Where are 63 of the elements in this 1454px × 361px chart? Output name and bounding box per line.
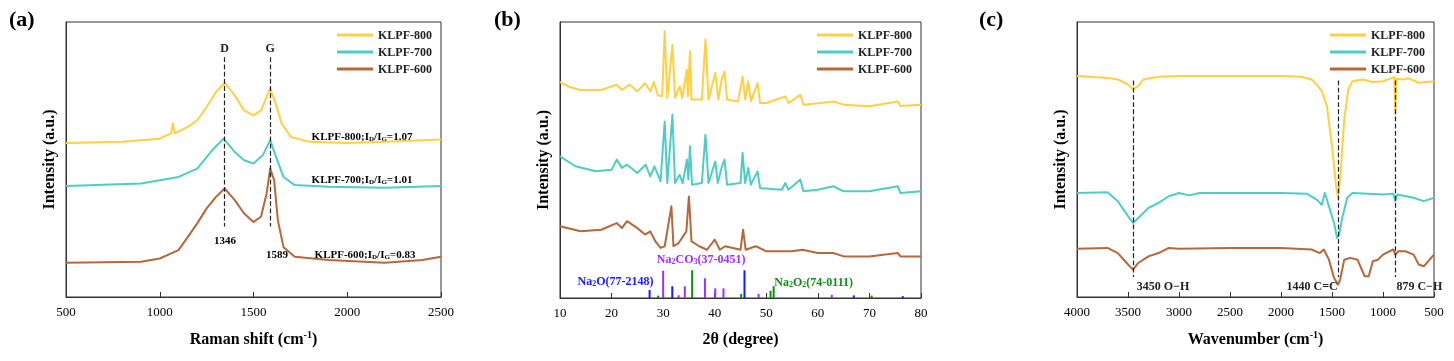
legend-label: KLPF-700 xyxy=(858,45,913,59)
legend-label: KLPF-600 xyxy=(858,62,913,76)
chart-title: (b) xyxy=(494,5,521,31)
x-tick-label: 3000 xyxy=(1166,304,1192,319)
y-axis-title: Intensity (a.u.) xyxy=(1050,109,1069,210)
annotation: 1346 xyxy=(214,234,237,246)
x-tick-label: 500 xyxy=(56,304,76,319)
x-axis-title: 2θ (degree) xyxy=(702,329,779,348)
bar xyxy=(691,270,694,298)
x-tick-label: 30 xyxy=(656,305,670,320)
bar xyxy=(671,286,674,298)
legend-label: KLPF-800 xyxy=(858,28,913,42)
x-tick-label: 10 xyxy=(553,305,567,320)
series-label: Na2O(77-2148) xyxy=(577,273,654,288)
legend-label: KLPF-700 xyxy=(378,45,433,59)
bar xyxy=(714,288,717,298)
ref-line-label: 3450 O−H xyxy=(1136,279,1191,294)
legend-label: KLPF-800 xyxy=(378,28,433,42)
bar xyxy=(703,278,706,298)
x-tick-label: 500 xyxy=(1424,304,1444,319)
ref-line-label: D xyxy=(220,41,230,56)
x-tick-label: 1500 xyxy=(1319,304,1345,319)
series-label: Na2CO3(37-0451) xyxy=(656,252,746,267)
bar xyxy=(830,294,833,298)
bar xyxy=(662,270,665,298)
bar xyxy=(772,286,775,298)
bar xyxy=(683,286,686,298)
x-tick-label: 1000 xyxy=(146,304,173,319)
bar xyxy=(757,294,760,298)
y-axis-title: Intensity (a.u.) xyxy=(39,109,58,210)
ref-line-label: 879 C−H xyxy=(1396,279,1443,294)
ref-line-label: 1440 C=C xyxy=(1286,279,1338,294)
legend-label: KLPF-700 xyxy=(1371,45,1426,59)
bar xyxy=(852,295,855,298)
ref-line-label: G xyxy=(265,41,275,56)
x-tick-label: 2500 xyxy=(1217,304,1243,319)
x-tick-label: 2000 xyxy=(1268,304,1294,319)
x-tick-label: 4000 xyxy=(1064,304,1090,319)
x-tick-label: 20 xyxy=(605,305,619,320)
x-tick-label: 60 xyxy=(811,305,825,320)
legend-label: KLPF-800 xyxy=(1371,28,1426,42)
x-tick-label: 70 xyxy=(862,305,876,320)
y-axis-title: Intensity (a.u.) xyxy=(533,109,552,211)
annotation: 1589 xyxy=(266,248,289,260)
bar xyxy=(740,294,743,298)
legend-label: KLPF-600 xyxy=(378,62,433,76)
x-tick-label: 2000 xyxy=(334,304,361,319)
x-tick-label: 40 xyxy=(708,305,722,320)
chart-title: (a) xyxy=(9,5,35,31)
legend-label: KLPF-600 xyxy=(1371,62,1426,76)
x-tick-label: 1500 xyxy=(240,304,267,319)
bar xyxy=(648,290,651,298)
bar xyxy=(743,270,746,298)
x-tick-label: 3500 xyxy=(1115,304,1141,319)
chart-title: (c) xyxy=(979,5,1004,31)
bar xyxy=(722,288,725,298)
x-tick-label: 2500 xyxy=(428,304,454,319)
x-tick-label: 80 xyxy=(914,305,928,320)
series-label: Na2O2(74-0111) xyxy=(774,274,853,289)
x-tick-label: 1000 xyxy=(1370,304,1396,319)
bar xyxy=(769,290,772,298)
bar xyxy=(677,295,680,298)
x-tick-label: 50 xyxy=(759,305,773,320)
